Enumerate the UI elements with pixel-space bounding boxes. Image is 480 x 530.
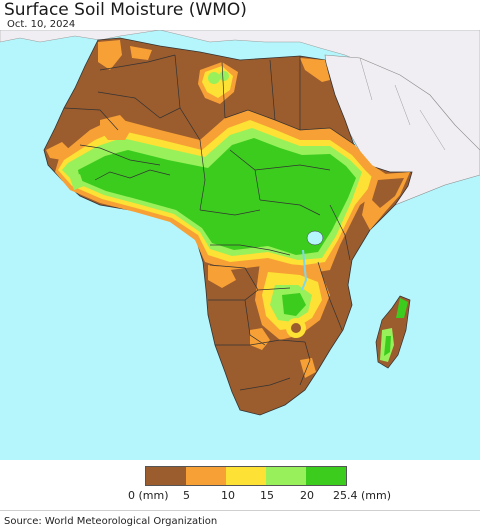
legend-tick-4: 20 [300,489,314,502]
legend-swatch-0 [146,467,186,485]
legend-swatch-2 [226,467,266,485]
legend-swatch-4 [306,467,346,485]
legend-tick-2: 10 [221,489,235,502]
soil-moisture-map [0,30,480,460]
wet-zone-central-africa [78,138,356,255]
legend-labels: 0 (mm) 5 10 15 20 25.4 (mm) [120,489,410,503]
legend-swatch-3 [266,467,306,485]
legend-swatch-1 [186,467,226,485]
map-date: Oct. 10, 2024 [7,19,76,30]
footer: Source: World Meteorological Organizatio… [0,510,480,530]
legend-tick-5: 25.4 (mm) [333,489,392,502]
legend-tick-3: 15 [260,489,274,502]
legend-color-bar [145,466,347,486]
map-title: Surface Soil Moisture (WMO) [4,0,247,20]
lake-victoria [306,230,324,246]
legend-tick-1: 5 [183,489,190,502]
legend-tick-0: 0 (mm) [128,489,169,502]
source-credit: Source: World Meteorological Organizatio… [4,516,218,527]
